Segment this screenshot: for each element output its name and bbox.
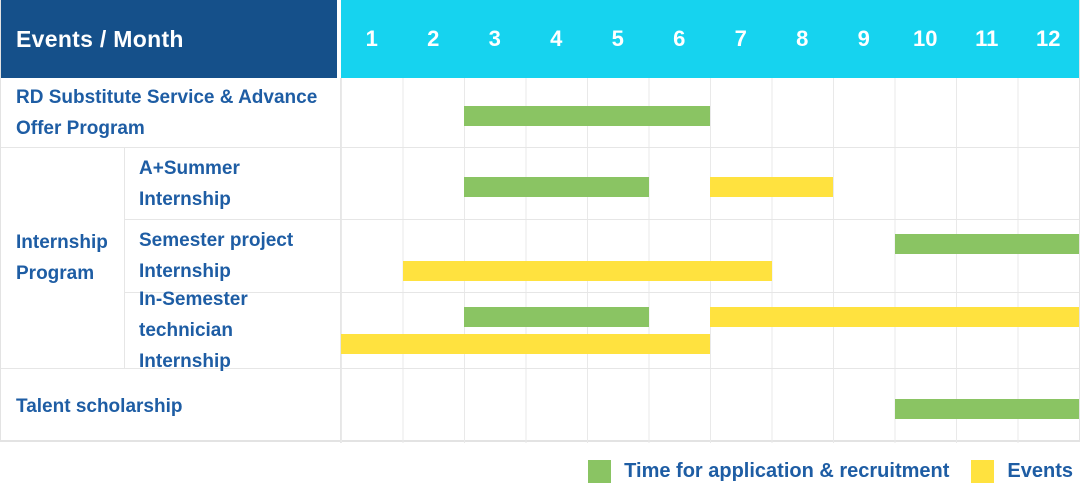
row-chart-semester-project-internship [341,220,1079,292]
row-chart-talent-scholarship [341,369,1079,443]
bar-green-m3-m5 [464,176,649,197]
month-label-6: 6 [673,26,686,51]
row-label-semester-project-internship: Semester project Internship [125,220,341,292]
legend-yellow-swatch-icon [971,460,995,483]
table-row-rd-substitute-service-advance-offer-program: RD Substitute Service & Advance Offer Pr… [1,78,1079,148]
bar-green-m3-m6 [464,105,710,126]
table-header-row: Events / Month 1 2 3 4 5 6 7 8 9 10 11 12 [1,0,1079,78]
bar-yellow-m2-m7 [402,261,772,281]
month-label-3: 3 [488,26,501,51]
month-label-9: 9 [857,26,870,51]
month-label-5: 5 [611,26,624,51]
table-row-a-summer-internship: A+Summer Internship [125,148,1079,220]
row-chart-a-summer-internship [341,148,1079,219]
group-subrows: A+Summer Internship Semester project Inte… [125,148,1079,372]
table-row-talent-scholarship: Talent scholarship [1,369,1079,443]
month-label-4: 4 [550,26,563,51]
month-label-11: 11 [975,26,999,51]
month-label-1: 1 [365,26,378,51]
row-label-talent-scholarship: Talent scholarship [1,369,341,443]
bar-yellow-m7-m12 [710,307,1079,327]
events-schedule-table: Events / Month 1 2 3 4 5 6 7 8 9 10 11 12 RD Substi… [0,0,1080,443]
table-row-in-semester-technician-internship: In-Semester technician Internship [125,289,1079,372]
bar-green-m3-m5 [464,307,649,327]
month-label-12: 12 [1036,26,1061,51]
month-label-10: 10 [913,26,938,51]
legend-green-label: Time for application & recruitment [624,460,950,482]
legend-yellow-label: Events [1007,460,1073,482]
row-label-a-summer-internship: A+Summer Internship [125,148,341,219]
table-body: RD Substitute Service & Advance Offer Pr… [1,78,1079,443]
row-label-in-semester-technician-internship: In-Semester technician Internship [125,289,341,372]
row-group-internship-program: Internship Program A+Summer Internship Sem… [1,148,1079,372]
bar-yellow-m7-m8 [710,176,833,197]
row-chart-rd-substitute-service-advance-offer-program [341,78,1079,147]
bar-green-m10-m12 [894,234,1079,254]
bar-yellow-m1-m6 [341,334,710,354]
bar-green-m10-m12 [894,399,1079,419]
row-label-rd-substitute-service-advance-offer-program: RD Substitute Service & Advance Offer Pr… [1,78,341,147]
group-label-internship-program: Internship Program [1,148,125,368]
row-chart-in-semester-technician-internship [341,293,1079,368]
month-label-2: 2 [427,26,440,51]
table-row-semester-project-internship: Semester project Internship [125,220,1079,293]
month-label-8: 8 [796,26,809,51]
legend-green-swatch-icon [588,460,612,483]
month-label-7: 7 [734,26,747,51]
events-month-header-cell: Events / Month [1,0,337,78]
legend-item-events: Events [971,460,1073,483]
legend: Time for application & recruitment Event… [588,460,1073,483]
month-header-row: 1 2 3 4 5 6 7 8 9 10 11 12 [341,0,1079,78]
legend-item-application: Time for application & recruitment [588,460,949,483]
